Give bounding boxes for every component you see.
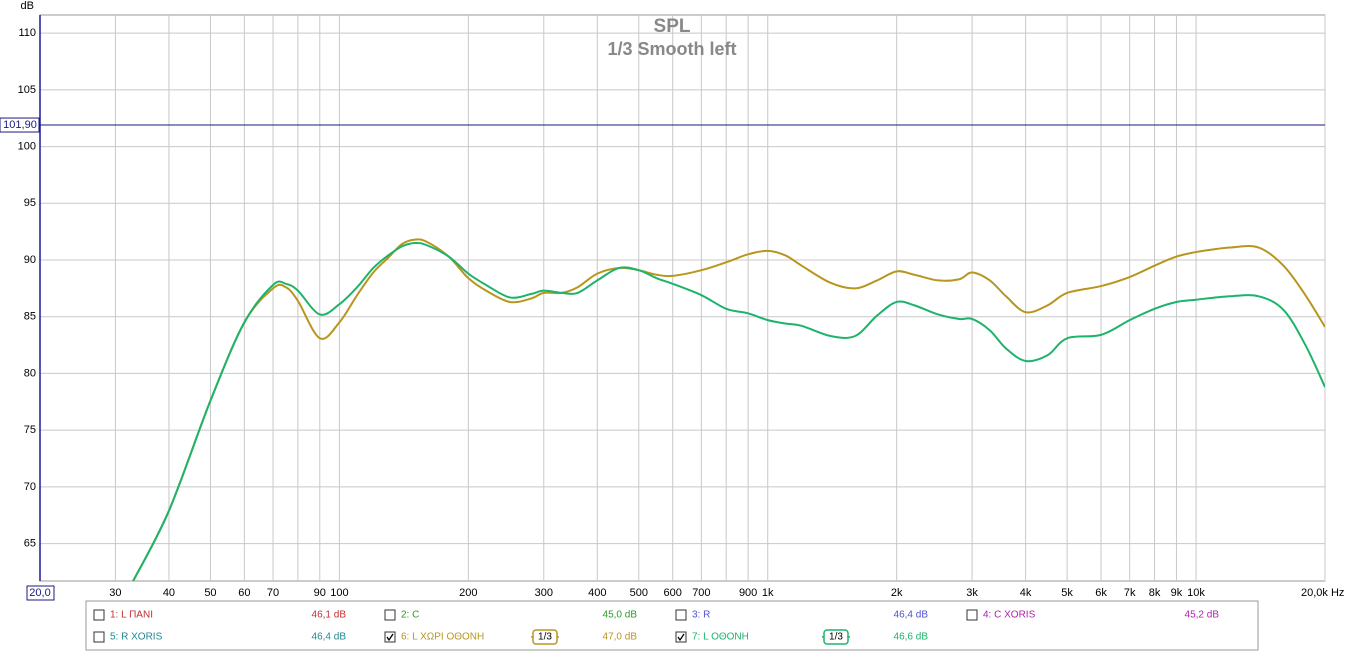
- x-tick-label: 700: [692, 587, 710, 599]
- x-start-label: 20,0: [29, 587, 50, 599]
- legend-level: 45,0 dB: [603, 610, 638, 621]
- legend-label: 4: C XORIS: [983, 610, 1036, 621]
- x-tick-label: 200: [459, 587, 477, 599]
- legend-box: [85, 600, 1259, 651]
- x-tick-label: 30: [109, 587, 121, 599]
- y-tick-label: 110: [18, 27, 36, 39]
- x-tick-label: 100: [330, 587, 348, 599]
- x-tick-label: 400: [588, 587, 606, 599]
- smoothing-badge[interactable]: [532, 629, 558, 645]
- x-tick-label: 6k: [1095, 587, 1107, 599]
- y-tick-label: 100: [18, 140, 36, 152]
- legend-level: 46,1 dB: [312, 610, 347, 621]
- y-tick-label: 80: [24, 367, 36, 379]
- legend-label: 1: L ΠΑΝΙ: [110, 610, 153, 621]
- x-tick-label: 300: [535, 587, 553, 599]
- plot-area: [39, 14, 1326, 582]
- legend-level: 46,4 dB: [894, 610, 929, 621]
- legend-label: 2: C: [401, 610, 419, 621]
- legend-checkmark: [677, 633, 685, 642]
- x-tick-label: 90: [314, 587, 326, 599]
- x-tick-label: 50: [204, 587, 216, 599]
- legend-label: 7: L ΟΘΟΝΗ: [692, 632, 749, 643]
- legend-checkbox[interactable]: [384, 609, 396, 621]
- x-tick-label: 10k: [1187, 587, 1205, 599]
- x-tick-label: 5k: [1061, 587, 1073, 599]
- smoothing-label: 1/3: [538, 632, 552, 643]
- legend-level: 46,4 dB: [312, 632, 347, 643]
- y-tick-label: 95: [24, 197, 36, 209]
- y-axis-label: dB: [21, 0, 34, 12]
- series-line: [132, 238, 1325, 581]
- x-start-field: [26, 585, 55, 601]
- legend-checkmark: [386, 633, 394, 642]
- x-tick-label: 60: [238, 587, 250, 599]
- chart-subtitle: 1/3 Smooth left: [607, 39, 736, 59]
- legend-label: 5: R XORIS: [110, 632, 163, 643]
- y-tick-label: 85: [24, 311, 36, 323]
- y-tick-label: 70: [24, 481, 36, 493]
- x-tick-label: 4k: [1020, 587, 1032, 599]
- x-tick-label: 70: [267, 587, 279, 599]
- legend-level: 47,0 dB: [603, 632, 638, 643]
- y-tick-label: 105: [18, 84, 36, 96]
- smoothing-label: 1/3: [829, 632, 843, 643]
- legend-label: 6: L ΧΩΡΙ ΟΘΟΝΗ: [401, 632, 484, 643]
- x-tick-label: 9k: [1171, 587, 1183, 599]
- x-tick-label: 500: [630, 587, 648, 599]
- x-tick-label: 7k: [1124, 587, 1136, 599]
- x-tick-label: 8k: [1149, 587, 1161, 599]
- cursor-field: [0, 117, 40, 133]
- legend-label: 3: R: [692, 610, 710, 621]
- legend-checkbox[interactable]: [93, 631, 105, 643]
- cursor-label: 101,90: [3, 119, 37, 131]
- legend-checkbox[interactable]: [93, 609, 105, 621]
- y-tick-label: 65: [24, 537, 36, 549]
- x-tick-label: 1k: [762, 587, 774, 599]
- x-tick-label: 2k: [891, 587, 903, 599]
- legend-checkbox[interactable]: [675, 609, 687, 621]
- smoothing-badge[interactable]: [823, 629, 849, 645]
- x-tick-label: 3k: [966, 587, 978, 599]
- legend-level: 46,6 dB: [894, 632, 929, 643]
- chart-title: SPL: [654, 16, 691, 37]
- y-tick-label: 75: [24, 424, 36, 436]
- legend-level: 45,2 dB: [1185, 610, 1220, 621]
- x-tick-label: 600: [664, 587, 682, 599]
- x-tick-label: 40: [163, 587, 175, 599]
- x-tick-label: 900: [739, 587, 757, 599]
- y-tick-label: 90: [24, 254, 36, 266]
- legend-checkbox[interactable]: [384, 631, 396, 643]
- x-tick-label: 20,0k Hz: [1301, 587, 1344, 599]
- series-line: [132, 241, 1325, 581]
- legend-checkbox[interactable]: [675, 631, 687, 643]
- legend-checkbox[interactable]: [966, 609, 978, 621]
